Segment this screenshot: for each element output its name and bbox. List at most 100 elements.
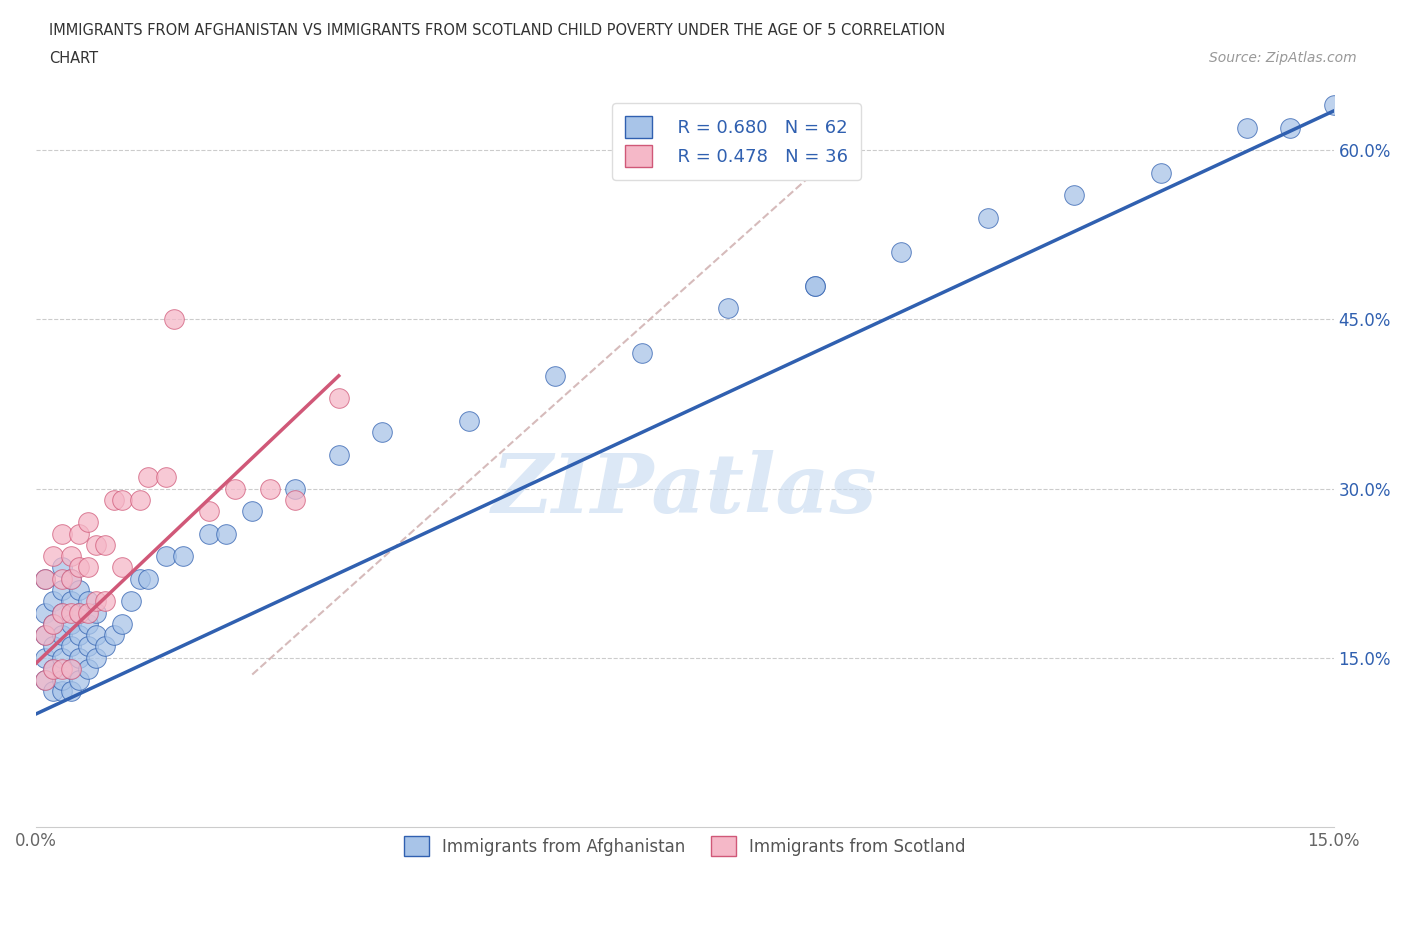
Point — [51, 650, 73, 665]
Point — [976, 210, 998, 225]
Point — [259, 481, 281, 496]
Point — [76, 617, 98, 631]
Point — [34, 571, 56, 586]
Point — [59, 661, 82, 676]
Point — [59, 549, 82, 564]
Point — [42, 661, 65, 676]
Point — [94, 538, 117, 552]
Point — [717, 300, 740, 315]
Point — [51, 672, 73, 687]
Point — [94, 639, 117, 654]
Point — [86, 628, 108, 643]
Point — [128, 571, 150, 586]
Text: CHART: CHART — [49, 51, 98, 66]
Point — [1149, 166, 1171, 180]
Point — [138, 571, 160, 586]
Point — [51, 560, 73, 575]
Point — [34, 628, 56, 643]
Point — [59, 661, 82, 676]
Text: ZIPatlas: ZIPatlas — [492, 450, 877, 530]
Point — [42, 617, 65, 631]
Point — [76, 594, 98, 609]
Point — [284, 481, 307, 496]
Point — [59, 571, 82, 586]
Point — [34, 571, 56, 586]
Point — [155, 549, 177, 564]
Point — [42, 684, 65, 698]
Point — [34, 672, 56, 687]
Point — [51, 526, 73, 541]
Point — [67, 605, 90, 620]
Point — [76, 661, 98, 676]
Point — [67, 582, 90, 597]
Point — [51, 661, 73, 676]
Point — [457, 414, 479, 429]
Point — [163, 312, 186, 327]
Point — [67, 628, 90, 643]
Point — [67, 605, 90, 620]
Point — [86, 538, 108, 552]
Point — [42, 594, 65, 609]
Point — [172, 549, 194, 564]
Point — [42, 617, 65, 631]
Point — [42, 661, 65, 676]
Point — [111, 492, 134, 507]
Point — [34, 650, 56, 665]
Point — [34, 628, 56, 643]
Point — [67, 650, 90, 665]
Point — [51, 582, 73, 597]
Point — [67, 672, 90, 687]
Point — [103, 628, 125, 643]
Point — [224, 481, 246, 496]
Point — [111, 560, 134, 575]
Point — [59, 571, 82, 586]
Point — [34, 672, 56, 687]
Point — [67, 560, 90, 575]
Text: Source: ZipAtlas.com: Source: ZipAtlas.com — [1209, 51, 1357, 65]
Legend: Immigrants from Afghanistan, Immigrants from Scotland: Immigrants from Afghanistan, Immigrants … — [391, 823, 979, 870]
Point — [803, 278, 825, 293]
Point — [76, 515, 98, 530]
Point — [890, 245, 912, 259]
Point — [803, 278, 825, 293]
Point — [198, 526, 221, 541]
Point — [51, 605, 73, 620]
Point — [120, 594, 142, 609]
Point — [240, 504, 263, 519]
Point — [51, 605, 73, 620]
Point — [86, 605, 108, 620]
Point — [215, 526, 238, 541]
Point — [630, 346, 652, 361]
Point — [76, 560, 98, 575]
Point — [51, 571, 73, 586]
Point — [155, 470, 177, 485]
Point — [544, 368, 567, 383]
Point — [111, 617, 134, 631]
Point — [94, 594, 117, 609]
Point — [86, 594, 108, 609]
Point — [42, 549, 65, 564]
Point — [76, 639, 98, 654]
Point — [59, 639, 82, 654]
Point — [128, 492, 150, 507]
Point — [42, 639, 65, 654]
Point — [1063, 188, 1085, 203]
Point — [138, 470, 160, 485]
Point — [59, 605, 82, 620]
Point — [86, 650, 108, 665]
Point — [59, 617, 82, 631]
Point — [284, 492, 307, 507]
Point — [1279, 120, 1302, 135]
Text: IMMIGRANTS FROM AFGHANISTAN VS IMMIGRANTS FROM SCOTLAND CHILD POVERTY UNDER THE : IMMIGRANTS FROM AFGHANISTAN VS IMMIGRANT… — [49, 23, 945, 38]
Point — [67, 526, 90, 541]
Point — [59, 684, 82, 698]
Point — [51, 628, 73, 643]
Point — [328, 447, 350, 462]
Point — [103, 492, 125, 507]
Point — [76, 605, 98, 620]
Point — [51, 684, 73, 698]
Point — [198, 504, 221, 519]
Point — [1323, 98, 1346, 113]
Point — [34, 605, 56, 620]
Point — [328, 391, 350, 405]
